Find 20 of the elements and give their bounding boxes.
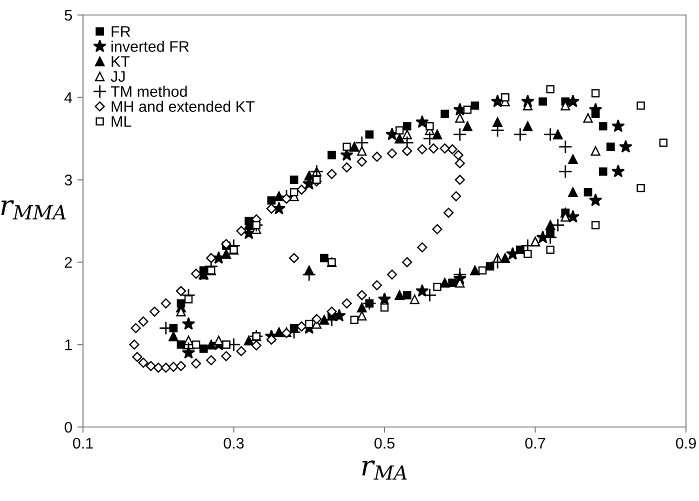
x-tick-label: 0.1 [72, 438, 93, 449]
x-tick-label: 0.5 [374, 438, 394, 449]
y-tick-label: 5 [64, 10, 72, 21]
y-axis-title: r$_{MMA}$ [1, 200, 66, 220]
x-tick-label: 0.9 [676, 438, 696, 449]
legend-label: FR [112, 26, 130, 37]
y-tick-label: 3 [64, 174, 72, 186]
x-axis-title: r$_{MA}$ [362, 460, 407, 480]
y-tick-label: 0 [64, 422, 72, 433]
y-tick-label: 2 [64, 257, 72, 268]
legend-label: JJ [110, 71, 125, 82]
x-tick-label: 0.7 [525, 438, 546, 449]
legend-label: ML [112, 116, 132, 127]
x-tick-label: 0.3 [224, 438, 244, 449]
legend-label: inverted FR [112, 40, 189, 52]
legend-label: KT [112, 56, 130, 67]
y-tick-label: 4 [64, 92, 72, 103]
legend-label: MH and extended KT [112, 100, 255, 112]
y-tick-label: 1 [65, 340, 72, 350]
legend-label: TM method [110, 86, 187, 97]
